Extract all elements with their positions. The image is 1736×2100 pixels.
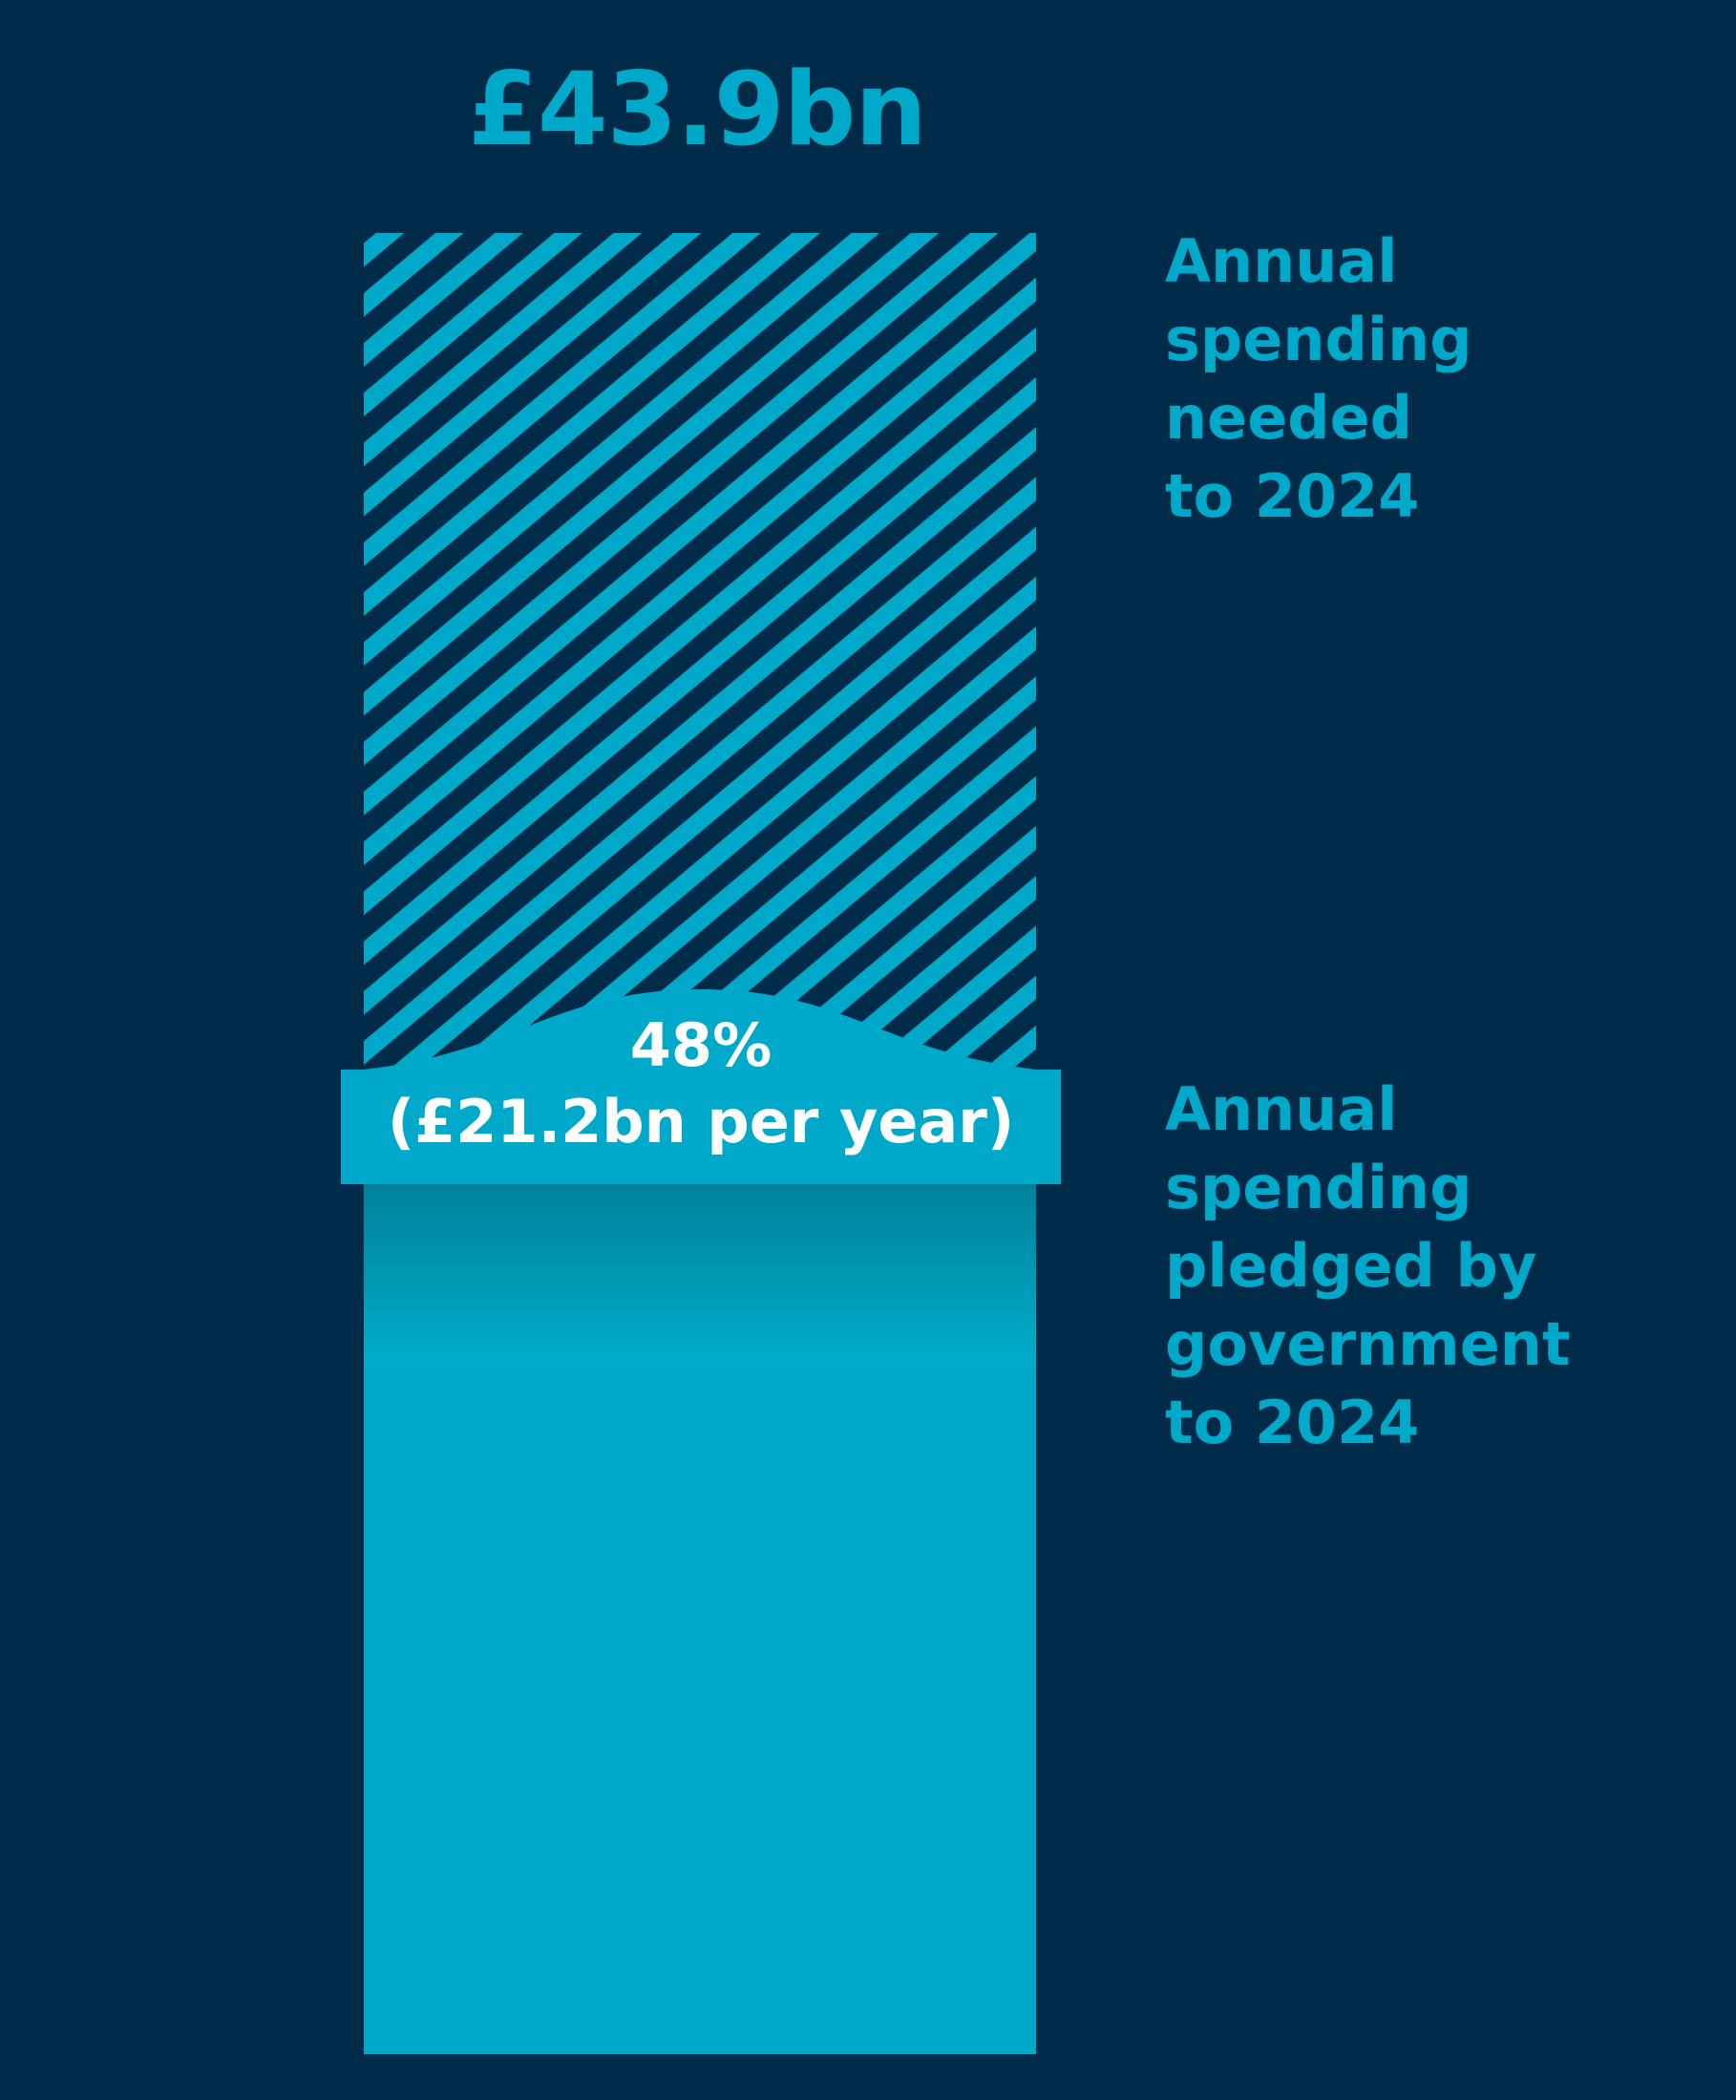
total-value-label: £43.9bn: [468, 51, 927, 168]
percentage-value: 48%: [629, 1010, 773, 1080]
percentage-annotation: 48% (£21.2bn per year): [340, 1008, 1062, 1160]
legend-label-pledged: Annual spending pledged by government to…: [1165, 1074, 1571, 1457]
legend-label-needed: Annual spending needed to 2024: [1165, 226, 1472, 531]
percentage-tab-shape: [341, 989, 1061, 1184]
bar-pledged-shade: [364, 1184, 1036, 1366]
bars-group: [341, 233, 1061, 2054]
percentage-detail: (£21.2bn per year): [387, 1087, 1015, 1156]
